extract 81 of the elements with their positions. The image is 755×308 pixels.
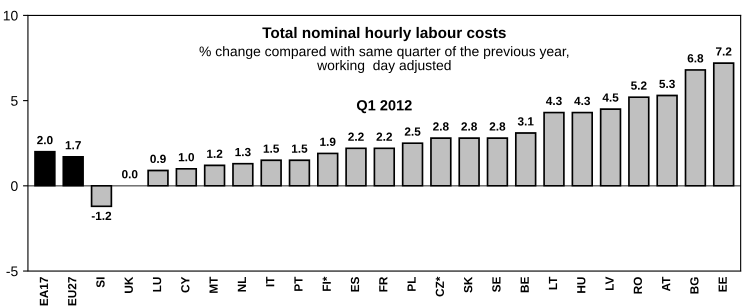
x-tick-label: HU bbox=[577, 277, 586, 293]
data-label: 5.3 bbox=[659, 80, 675, 88]
bar bbox=[316, 152, 338, 187]
bar bbox=[628, 96, 650, 187]
data-label: 1.0 bbox=[178, 152, 194, 162]
x-tick-label: UK bbox=[124, 276, 133, 293]
data-label: 4.3 bbox=[546, 96, 562, 106]
data-label: 2.8 bbox=[490, 122, 506, 131]
data-label: 2.8 bbox=[461, 122, 477, 131]
x-tick-label: BE bbox=[520, 277, 529, 292]
x-tick-label: SE bbox=[492, 277, 501, 292]
text: Total nominal hourly labour costs bbox=[262, 26, 506, 42]
bar bbox=[572, 112, 594, 187]
data-label: 2.2 bbox=[348, 132, 364, 141]
annotation: Q1 2012 bbox=[356, 100, 412, 114]
data-label: 4.3 bbox=[574, 96, 590, 106]
data-label: 1.5 bbox=[264, 144, 280, 153]
bar bbox=[288, 159, 310, 187]
bar bbox=[600, 108, 622, 187]
data-label: 1.7 bbox=[66, 141, 81, 150]
bar bbox=[90, 184, 112, 208]
x-tick-label: EE bbox=[718, 277, 727, 292]
data-label: 5.2 bbox=[630, 81, 647, 90]
bar bbox=[176, 168, 198, 187]
x-tick-label: SI bbox=[96, 277, 105, 288]
bar bbox=[430, 137, 452, 187]
x-tick-label: CY bbox=[181, 276, 190, 293]
y-tick-label: 0 bbox=[11, 181, 18, 191]
data-label: 7.2 bbox=[716, 47, 732, 56]
x-tick-label: MT bbox=[210, 276, 218, 293]
data-label: 6.8 bbox=[688, 54, 704, 62]
y-tick-label: 5 bbox=[11, 96, 18, 106]
x-tick-label: IT bbox=[266, 276, 274, 286]
data-label: 1.5 bbox=[292, 144, 308, 153]
x-tick-label: LT bbox=[548, 276, 558, 290]
data-label: 2.5 bbox=[404, 127, 420, 136]
data-label: 2.2 bbox=[376, 132, 392, 141]
bar bbox=[402, 142, 424, 187]
data-label: 2.0 bbox=[37, 136, 53, 144]
bar bbox=[345, 148, 367, 187]
bar bbox=[514, 132, 536, 187]
y-tick-label: -5 bbox=[6, 266, 18, 276]
x-tick-label: PL bbox=[408, 276, 416, 291]
bar bbox=[458, 137, 480, 187]
x-tick-label: AT bbox=[662, 276, 670, 292]
bar bbox=[62, 156, 84, 187]
bar bbox=[486, 137, 508, 187]
data-label: 1.2 bbox=[207, 150, 222, 158]
bar bbox=[712, 62, 734, 187]
y-tick-label: 10 bbox=[4, 10, 18, 21]
data-label: 3.1 bbox=[518, 117, 534, 126]
x-tick-label: CZ* bbox=[436, 276, 444, 296]
x-tick-label: ES bbox=[350, 277, 360, 292]
x-tick-label: FI* bbox=[322, 276, 331, 291]
bar bbox=[147, 170, 169, 187]
bar bbox=[204, 164, 226, 187]
x-tick-label: PT bbox=[294, 276, 302, 291]
x-tick-label: LV bbox=[605, 276, 614, 290]
x-tick-label: EA17 bbox=[40, 277, 48, 306]
data-label: 0.0 bbox=[122, 170, 138, 178]
bar bbox=[34, 150, 56, 187]
bar bbox=[543, 112, 565, 187]
data-label: -1.2 bbox=[92, 212, 112, 220]
x-tick-label: SK bbox=[464, 276, 472, 293]
bar bbox=[656, 94, 678, 187]
bar bbox=[232, 162, 254, 187]
x-tick-label: LU bbox=[152, 277, 162, 292]
bar bbox=[260, 159, 282, 187]
data-label: 0.9 bbox=[150, 154, 166, 164]
x-tick-label: EU27 bbox=[68, 277, 76, 306]
x-tick-label: NL bbox=[238, 276, 246, 292]
data-label: 1.9 bbox=[320, 138, 336, 146]
x-tick-label: BG bbox=[690, 277, 699, 294]
data-label: 2.8 bbox=[433, 122, 449, 131]
bar bbox=[684, 69, 706, 187]
bar bbox=[374, 148, 396, 187]
x-tick-label: FR bbox=[379, 276, 388, 292]
data-label: 1.3 bbox=[235, 148, 251, 156]
x-tick-label: RO bbox=[634, 277, 642, 294]
data-label: 4.5 bbox=[602, 93, 618, 102]
text: % change compared with same quarter of the previous year, working day adjusted bbox=[200, 46, 568, 73]
